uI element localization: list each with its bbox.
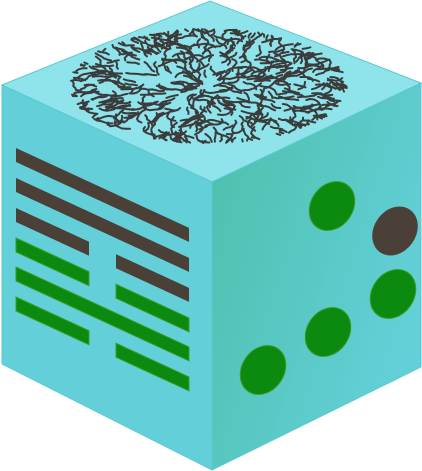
hexagram-line-4-left bbox=[15, 237, 90, 287]
hexagram-line-5 bbox=[15, 266, 190, 362]
die-pips bbox=[239, 181, 418, 395]
pip-1 bbox=[308, 181, 356, 231]
top-maze-pattern bbox=[70, 28, 348, 145]
hexagram-lines bbox=[15, 148, 190, 392]
hexagram-line-3-right bbox=[116, 254, 189, 302]
hexagram-line-4-right bbox=[115, 283, 190, 333]
pip-4 bbox=[304, 307, 352, 357]
pip-3 bbox=[369, 269, 417, 319]
hexagram-line-1 bbox=[16, 148, 189, 242]
hexagram-line-6-right bbox=[115, 342, 190, 392]
maze-strokes bbox=[70, 28, 348, 145]
hexagram-line-2 bbox=[16, 178, 189, 272]
hexagram-line-6-left bbox=[15, 296, 90, 346]
pip-2 bbox=[372, 206, 418, 256]
pip-5 bbox=[239, 345, 287, 395]
hexagram-line-3-left bbox=[16, 208, 89, 256]
